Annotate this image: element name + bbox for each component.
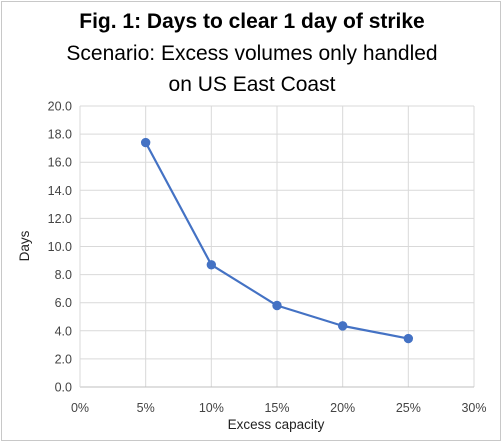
y-tick-label: 8.0 [55, 268, 72, 282]
x-tick-label: 20% [330, 401, 355, 415]
data-point [272, 300, 282, 311]
tick-labels: 0.0 2.0 4.0 6.0 8.0 10.0 12.0 14.0 16.0 18.0 20.0 0… [48, 100, 487, 416]
y-tick-label: 14.0 [48, 184, 72, 198]
x-tick-label: 15% [264, 401, 289, 415]
x-tick-label: 10% [199, 401, 224, 415]
y-tick-label: 6.0 [55, 296, 72, 310]
x-tick-label: 30% [461, 401, 486, 415]
x-axis-label: Excess capacity [228, 417, 325, 432]
x-tick-label: 0% [71, 401, 89, 415]
data-point [206, 260, 217, 270]
data-point [140, 137, 151, 148]
data-point [403, 333, 414, 344]
gridlines [80, 105, 475, 387]
chart-subtitle-line-1: Scenario: Excess volumes only handled [66, 42, 438, 65]
y-tick-label: 16.0 [48, 156, 72, 170]
y-tick-label: 12.0 [48, 212, 72, 226]
chart-title: Fig. 1: Days to clear 1 day of strike [79, 10, 425, 33]
x-tick-label: 25% [396, 401, 421, 415]
axes [79, 106, 474, 388]
y-axis-label: Days [17, 230, 32, 261]
y-tick-label: 2.0 [55, 352, 72, 366]
y-tick-label: 0.0 [55, 381, 72, 395]
series [140, 137, 414, 344]
y-tick-label: 4.0 [55, 324, 72, 338]
y-tick-label: 18.0 [48, 128, 72, 142]
y-tick-label: 10.0 [48, 240, 72, 254]
x-tick-label: 5% [137, 401, 155, 415]
data-point [337, 321, 348, 331]
chart-subtitle-line-2: on US East Coast [168, 73, 336, 96]
y-tick-label: 20.0 [48, 100, 72, 114]
